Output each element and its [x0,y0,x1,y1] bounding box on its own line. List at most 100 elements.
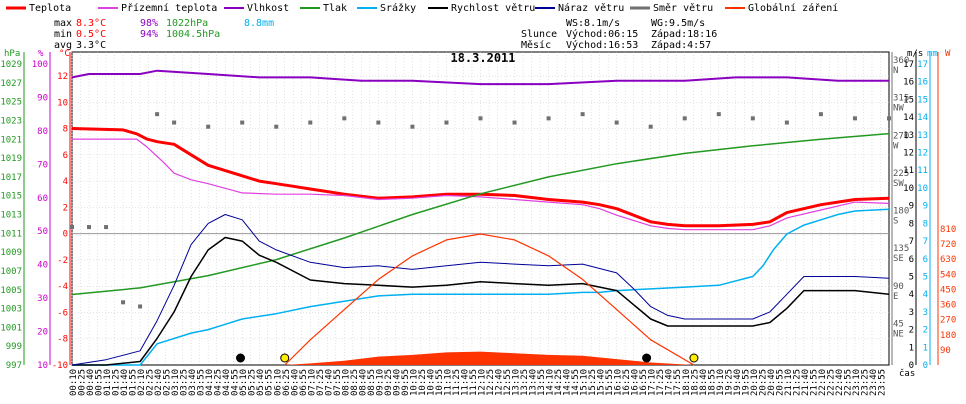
axis-wind-tick: 10 [903,184,914,194]
x-tick-label: 08:40 [358,369,368,396]
x-tick-label: 06:25 [282,369,292,396]
wind-direction-point [410,124,415,129]
x-tick-label: 20:55 [775,369,785,396]
wind-direction-point [308,120,313,125]
axis-pressure-tick: 1021 [0,135,22,145]
x-tick-label: 18:55 [707,369,717,396]
axis-wind-tick: 5 [909,272,914,282]
astro-sun-rise: Východ:06:15 [566,28,638,40]
sun-marker [280,353,290,363]
x-tick-label: 23:55 [877,369,887,396]
x-tick-label: 23:25 [860,369,870,396]
axis-radiation-tick: 450 [940,285,956,295]
x-tick-label: 01:40 [120,369,130,396]
stat-rain-total: 8.8mm [244,18,274,29]
axis-wind-tick: 16 [903,78,914,88]
stat-max-hum: 98% [140,18,158,29]
wind-direction-point [784,120,789,125]
axis-humidity-tick: 100 [32,60,48,70]
sun-marker [689,353,699,363]
unit-hpa: hPa [4,49,20,59]
axis-pressure-tick: 1001 [0,323,22,333]
x-tick-label: 22:10 [818,369,828,396]
wind-direction-point [580,112,585,117]
legend-item-wind-gust: Náraz větru [535,2,624,14]
series-radiation [284,233,695,366]
axis-wind-tick: 8 [909,219,914,229]
wind-direction-point [444,120,449,125]
legend-label: Srážky [380,2,416,14]
wind-direction-point [206,124,211,129]
wind-direction-point [478,116,483,121]
wind-direction-point [818,112,823,117]
unit-pct: % [38,49,44,59]
axis-temperature-tick: 2 [63,203,68,213]
x-tick-label: 00:55 [95,369,105,396]
axis-pressure-tick: 1011 [0,229,22,239]
x-tick-label: 09:55 [401,369,411,396]
wind-direction-point [104,225,109,230]
series-rain [72,208,890,366]
axis-pressure-tick: 997 [6,361,22,371]
legend: Teplota Přízemní teplota Vlhkost Tlak Sr… [6,2,838,14]
axis-wind-tick: 0 [909,361,914,371]
x-tick-label: 03:55 [197,369,207,396]
x-tick-label: 19:40 [733,369,743,396]
axis-pressure-tick: 1015 [0,192,22,202]
axis-direction-deg: 45 [893,319,904,329]
axis-humidity-tick: 40 [37,261,48,271]
moon-marker [236,353,246,363]
unit-w: W [945,49,951,59]
x-tick-label: 04:25 [214,369,224,396]
x-tick-label: 10:40 [426,369,436,396]
series-layer [70,69,891,366]
stat-avg-temp: 3.3°C [76,40,106,51]
astro-markers [236,353,699,363]
x-tick-label: 09:10 [375,369,385,396]
x-tick-label: 02:25 [146,369,156,396]
x-tick-label: 09:25 [384,369,394,396]
x-tick-label: 04:55 [231,369,241,396]
legend-label: Rychlost větru [451,2,535,14]
x-tick-label: 16:55 [639,369,649,396]
axis-direction-label: SE [893,254,904,264]
axis-rain-tick: 9 [923,202,928,212]
x-tick-label: 12:55 [503,369,513,396]
axis-temperature-tick: -6 [57,308,68,318]
x-tick-label: 14:55 [571,369,581,396]
x-tick-label: 01:25 [112,369,122,396]
astro-moon-rise: Východ:16:53 [566,39,638,51]
x-tick-label: 16:40 [631,369,641,396]
x-tick-label: 12:25 [486,369,496,396]
x-tick-label: 22:55 [843,369,853,396]
x-tick-label: 01:10 [103,369,113,396]
axis-direction-deg: 135 [893,244,909,254]
axis-direction-label: N [893,66,898,76]
x-tick-label: 23:10 [852,369,862,396]
axis-wind-tick: 15 [903,95,914,105]
x-tick-label: 03:25 [180,369,190,396]
axis-rain-tick: 8 [923,219,928,229]
wind-direction-point [852,116,857,121]
axis-rain-tick: 3 [923,308,928,318]
axis-radiation-tick: 540 [940,270,956,280]
wind-direction-point [274,124,279,129]
astro-sun-set: Západ:18:16 [651,28,717,40]
wind-direction-point [614,120,619,125]
axis-pressure-tick: 1007 [0,267,22,277]
axis-wind-tick: 4 [909,290,914,300]
x-tick-label: 21:10 [784,369,794,396]
wind-direction-point [121,300,126,305]
legend-label: Teplota [29,3,71,14]
series-pressure [71,132,890,296]
x-tick-label: 18:40 [699,369,709,396]
x-tick-label: 06:40 [290,369,300,396]
x-tick-label: 21:55 [809,369,819,396]
axis-direction-label: W [893,141,899,151]
axis-temperature-tick: 4 [63,177,68,187]
x-tick-label: 07:25 [316,369,326,396]
axis-units: hPa % °C m/s mm W čas [4,49,951,379]
axis-direction-label: E [893,292,898,302]
x-tick-label: 08:10 [341,369,351,396]
x-tick-label: 20:25 [758,369,768,396]
